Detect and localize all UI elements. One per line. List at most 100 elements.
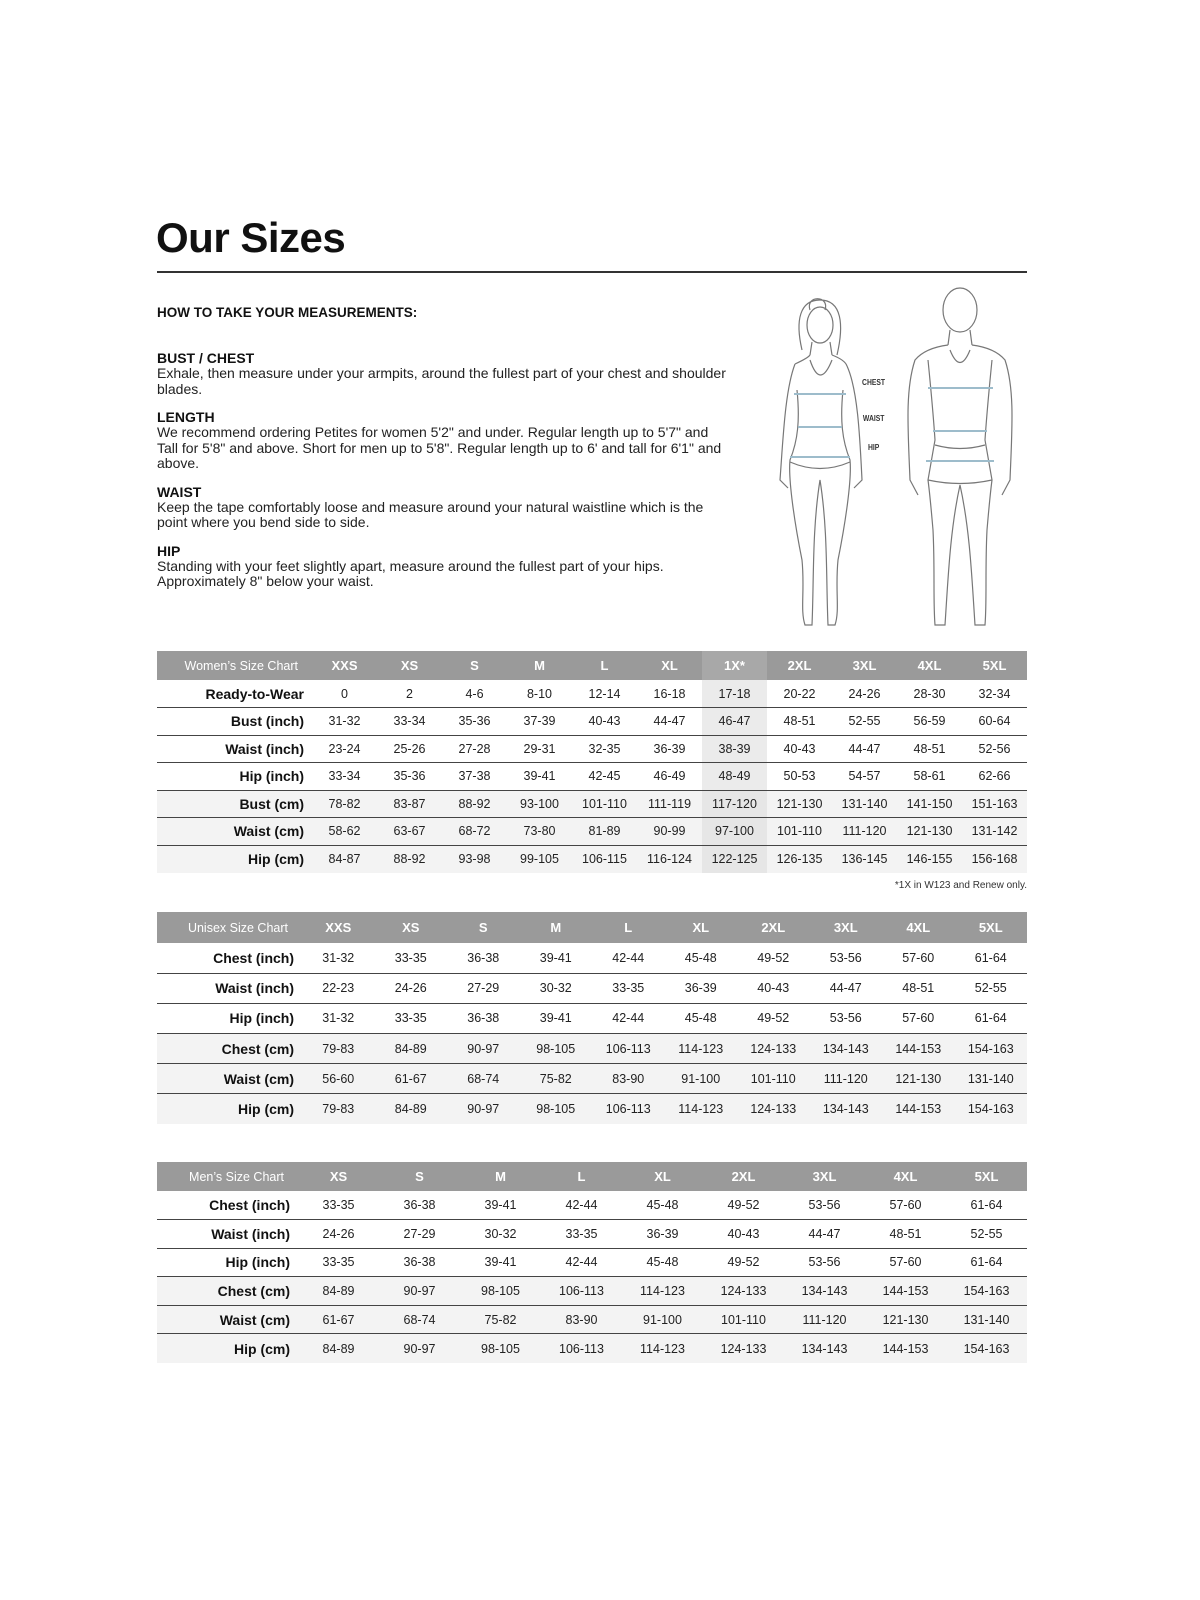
size-cell: 68-72 xyxy=(442,817,507,846)
size-header: XL xyxy=(622,1162,703,1191)
size-header: 3XL xyxy=(809,912,882,943)
size-cell: 40-43 xyxy=(737,973,810,1004)
size-cell: 44-47 xyxy=(832,735,897,763)
size-cell: 73-80 xyxy=(507,817,572,846)
section-heading: WAIST xyxy=(157,483,202,500)
size-cell: 79-83 xyxy=(302,1033,375,1065)
size-cell: 46-47 xyxy=(702,707,767,736)
size-header: 5XL xyxy=(954,912,1027,943)
size-cell: 53-56 xyxy=(784,1191,865,1221)
section-heading: BUST / CHEST xyxy=(157,350,255,366)
size-cell: 124-133 xyxy=(703,1276,784,1306)
row-label: Waist (inch) xyxy=(157,973,302,1004)
size-cell: 33-34 xyxy=(377,707,442,736)
table-row: Chest (cm) 84-89 90-97 98-105 106-113 114-123… xyxy=(157,1276,1027,1306)
section-text: Exhale, then measure under your armpits,… xyxy=(157,365,726,397)
size-cell: 52-56 xyxy=(962,735,1027,763)
size-cell: 39-41 xyxy=(519,943,592,974)
size-header: XS xyxy=(377,651,442,680)
size-cell: 88-92 xyxy=(442,790,507,818)
size-cell: 42-44 xyxy=(592,943,665,974)
size-cell: 49-52 xyxy=(703,1191,784,1221)
size-cell: 124-133 xyxy=(737,1033,810,1065)
size-cell: 33-35 xyxy=(298,1191,379,1221)
size-cell: 31-32 xyxy=(302,943,375,974)
row-label: Waist (inch) xyxy=(157,1219,298,1249)
size-cell: 131-140 xyxy=(954,1063,1027,1095)
size-cell: 111-120 xyxy=(809,1063,882,1095)
size-cell: 36-39 xyxy=(637,735,702,763)
size-cell: 84-89 xyxy=(374,1033,447,1065)
row-label: Hip (cm) xyxy=(157,1093,302,1125)
size-cell: 60-64 xyxy=(962,707,1027,736)
size-cell: 54-57 xyxy=(832,762,897,791)
size-cell: 134-143 xyxy=(809,1033,882,1065)
size-cell: 28-30 xyxy=(897,680,962,708)
section-heading: HIP xyxy=(157,542,181,559)
size-cell: 91-100 xyxy=(622,1305,703,1335)
size-cell: 0 xyxy=(312,680,377,708)
size-cell: 44-47 xyxy=(809,973,882,1004)
size-cell: 35-36 xyxy=(377,762,442,791)
size-cell: 58-61 xyxy=(897,762,962,791)
size-header: XL xyxy=(664,912,737,943)
row-label: Bust (cm) xyxy=(157,790,312,818)
size-cell: 30-32 xyxy=(460,1219,541,1249)
size-header: M xyxy=(519,912,592,943)
size-cell: 134-143 xyxy=(784,1333,865,1363)
section-text: Standing with your feet slightly apart, … xyxy=(157,557,664,589)
size-cell: 61-64 xyxy=(946,1191,1027,1221)
table-row: Waist (inch) 24-26 27-29 30-32 33-35 36-39 40-… xyxy=(157,1219,1027,1249)
size-cell: 36-39 xyxy=(622,1219,703,1249)
size-cell: 101-110 xyxy=(703,1305,784,1335)
size-header: S xyxy=(442,651,507,680)
size-cell: 33-35 xyxy=(592,973,665,1004)
size-header: S xyxy=(379,1162,460,1191)
header-row: Men’s Size Chart XS S M L XL 2XL 3XL 4XL 5XL xyxy=(157,1162,1027,1191)
size-cell: 61-64 xyxy=(946,1248,1027,1278)
size-cell: 40-43 xyxy=(767,735,832,763)
size-cell: 93-100 xyxy=(507,790,572,818)
size-cell: 106-113 xyxy=(592,1093,665,1125)
hip-label: HIP xyxy=(868,443,880,452)
section-waist: WAIST Keep the tape comfortably loose an… xyxy=(157,484,727,531)
size-cell: 90-97 xyxy=(447,1093,520,1125)
size-cell: 61-64 xyxy=(954,1003,1027,1035)
size-cell: 45-48 xyxy=(664,1003,737,1035)
size-cell: 124-133 xyxy=(703,1333,784,1363)
size-cell: 134-143 xyxy=(784,1276,865,1306)
male-figure xyxy=(907,287,1013,626)
size-cell: 32-34 xyxy=(962,680,1027,708)
size-header: S xyxy=(447,912,520,943)
size-cell: 111-120 xyxy=(784,1305,865,1335)
body-outline-illustration xyxy=(779,287,1013,626)
size-cell: 90-97 xyxy=(379,1333,460,1363)
title-divider xyxy=(157,271,1027,273)
row-label: Hip (inch) xyxy=(157,1248,298,1278)
page-title: Our Sizes xyxy=(156,214,346,261)
table-row: Hip (cm) 79-83 84-89 90-97 98-105 106-113 114-… xyxy=(157,1093,1027,1125)
size-cell: 93-98 xyxy=(442,845,507,873)
size-cell: 31-32 xyxy=(302,1003,375,1035)
size-cell: 79-83 xyxy=(302,1093,375,1125)
row-label: Ready-to-Wear xyxy=(157,680,312,708)
size-cell: 99-105 xyxy=(507,845,572,873)
size-cell: 27-29 xyxy=(447,973,520,1004)
size-cell: 45-48 xyxy=(622,1248,703,1278)
measurement-instructions: BUST / CHEST Exhale, then measure under … xyxy=(157,350,727,602)
size-header: L xyxy=(541,1162,622,1191)
section-heading: LENGTH xyxy=(157,409,215,425)
size-cell: 111-120 xyxy=(832,817,897,846)
mens-size-chart: Men’s Size Chart XS S M L XL 2XL 3XL 4XL 5XL Chest… xyxy=(157,1162,1027,1363)
row-label: Chest (cm) xyxy=(157,1276,298,1306)
row-label: Bust (inch) xyxy=(157,707,312,736)
chart-title: Women’s Size Chart xyxy=(157,651,312,680)
size-header: 1X* xyxy=(702,651,767,680)
section-text: We recommend ordering Petites for women … xyxy=(157,424,722,471)
size-cell: 36-38 xyxy=(447,943,520,974)
size-header: L xyxy=(592,912,665,943)
size-cell: 33-35 xyxy=(541,1219,622,1249)
size-cell: 83-90 xyxy=(541,1305,622,1335)
size-cell: 50-53 xyxy=(767,762,832,791)
size-cell: 33-34 xyxy=(312,762,377,791)
